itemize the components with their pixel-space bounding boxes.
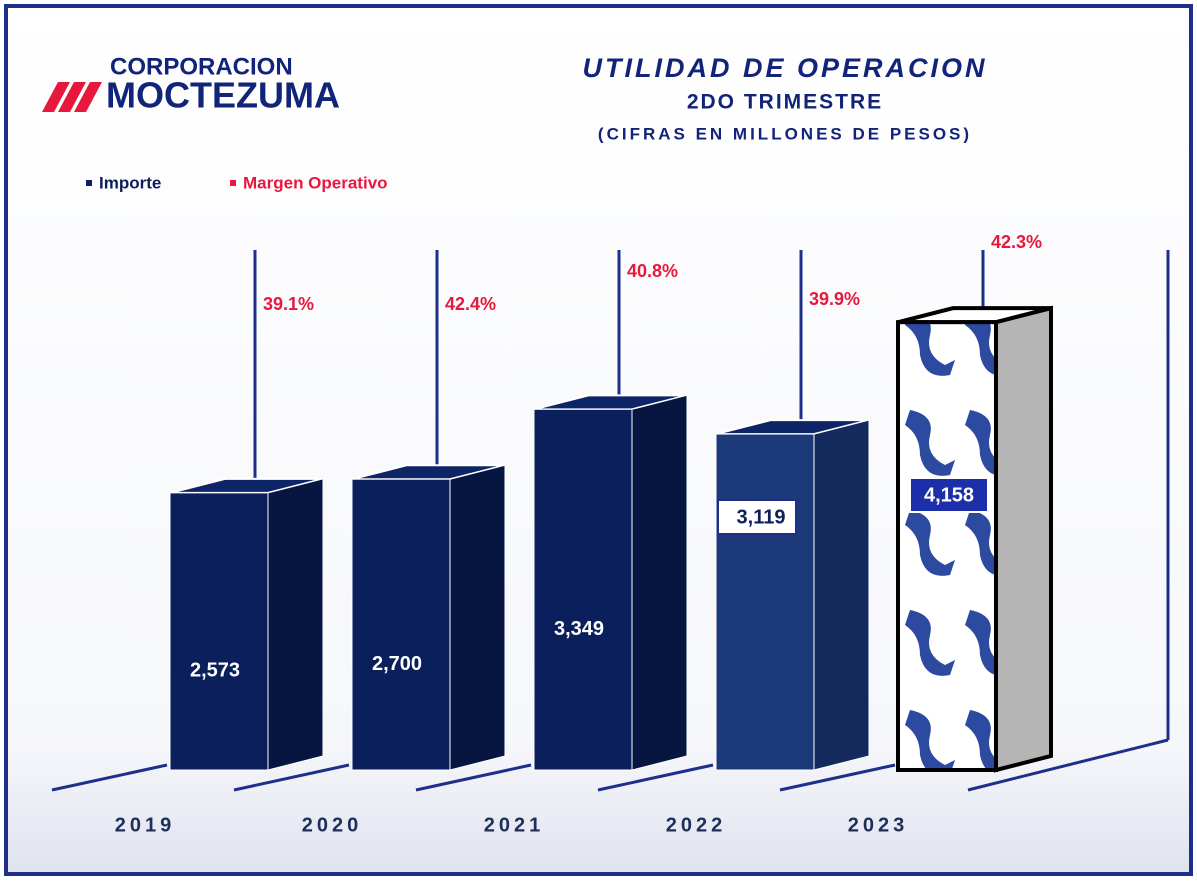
chart-subtitle: 2DO TRIMESTRE — [687, 91, 883, 114]
value-label: 2,700 — [372, 653, 422, 675]
chart-note: (CIFRAS EN MILLONES DE PESOS) — [598, 124, 972, 143]
logo-mark — [58, 82, 86, 112]
bar-front — [533, 408, 633, 771]
x-tick-label: 2023 — [848, 814, 909, 836]
margin-label: 39.1% — [263, 294, 314, 314]
legend-swatch — [230, 180, 236, 186]
logo-line1: CORPORACION — [110, 53, 293, 80]
floor-line — [779, 763, 896, 792]
bar-side — [813, 419, 870, 771]
value-label: 3,349 — [554, 618, 604, 640]
margin-label: 42.4% — [445, 294, 496, 314]
x-tick-label: 2022 — [666, 814, 727, 836]
margin-label: 42.3% — [991, 232, 1042, 252]
legend-label: Importe — [99, 173, 161, 192]
floor-line — [51, 763, 168, 792]
bar — [169, 477, 324, 771]
x-tick-label: 2019 — [115, 814, 176, 836]
bar — [896, 305, 1053, 773]
bar-side — [267, 478, 324, 771]
logo-mark — [74, 82, 102, 112]
bar-side — [631, 394, 688, 771]
logo-mark — [42, 82, 70, 112]
x-tick-label: 2020 — [302, 814, 363, 836]
bar-front — [896, 320, 998, 772]
legend-label: Margen Operativo — [243, 173, 388, 192]
margin-label: 40.8% — [627, 261, 678, 281]
bar — [533, 394, 688, 771]
value-label: 3,119 — [737, 506, 786, 528]
bar — [715, 419, 870, 771]
bar-front — [715, 433, 815, 771]
floor-line — [967, 738, 1169, 792]
value-label: 2,573 — [190, 660, 240, 682]
bar-front — [351, 478, 451, 771]
floor-line — [415, 763, 532, 792]
x-tick-label: 2021 — [484, 814, 545, 836]
legend-swatch — [86, 180, 92, 186]
chart-title: UTILIDAD DE OPERACION — [582, 53, 987, 83]
floor-line — [233, 763, 350, 792]
bar-side — [449, 464, 506, 771]
bar — [351, 464, 506, 771]
value-label-box — [909, 477, 989, 513]
value-label-box — [717, 499, 797, 535]
margin-label: 39.9% — [809, 289, 860, 309]
logo: CORPORACION MOCTEZUMA — [42, 53, 340, 116]
floor-line — [597, 763, 714, 792]
bar-front — [169, 492, 269, 771]
logo-line2: MOCTEZUMA — [106, 75, 340, 116]
bar-side — [994, 305, 1053, 773]
value-label: 4,158 — [924, 484, 974, 506]
